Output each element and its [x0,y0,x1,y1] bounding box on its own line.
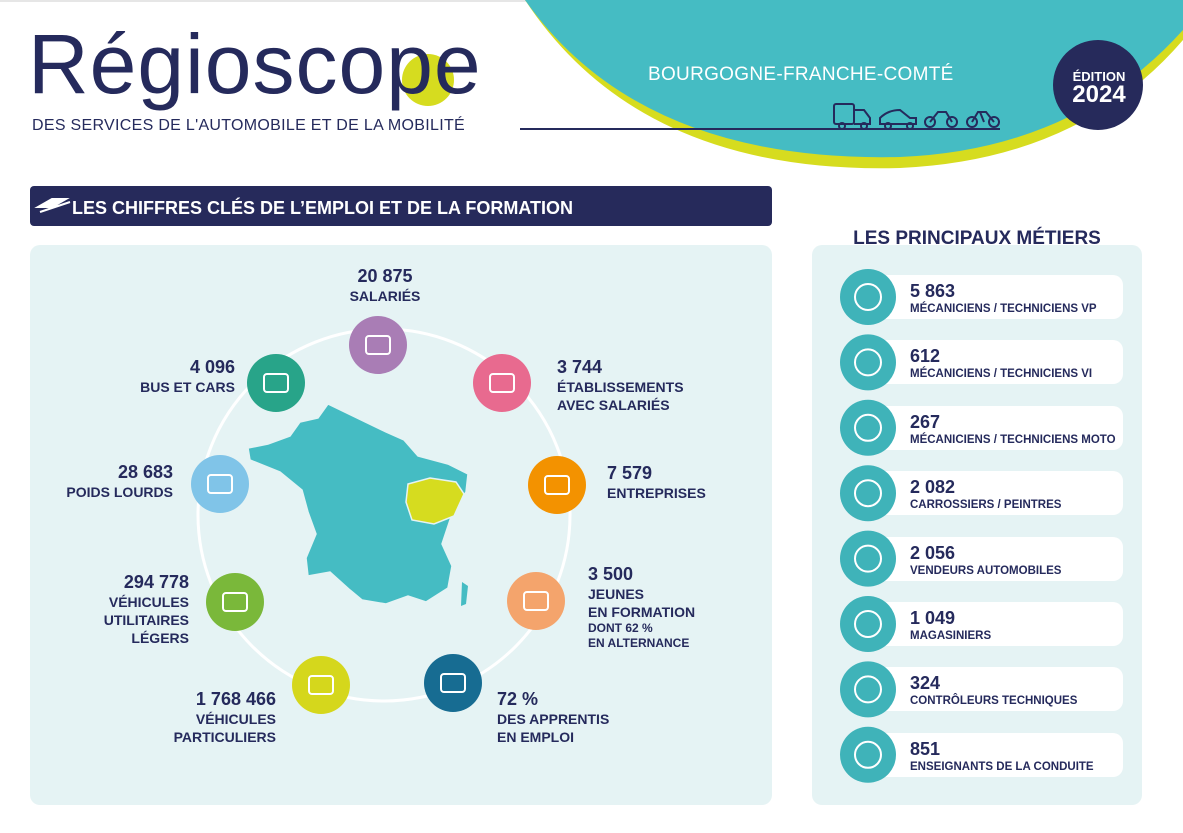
section-bar [30,186,772,226]
key-figure: 4 096 BUS ET CARS [140,357,235,396]
edition-label: ÉDITION [1072,69,1126,84]
edition-badge [1053,40,1143,130]
figure-value: 3 744 [557,357,603,377]
figure-label: POIDS LOURDS [66,484,173,500]
job-label: ENSEIGNANTS DE LA CONDUITE [910,760,1094,773]
figure-label: ÉTABLISSEMENTS [557,379,684,395]
figure-label: EN FORMATION [588,604,696,620]
job-label: MAGASINIERS [910,630,992,642]
figure-value: 7 579 [607,463,653,483]
figure-label: VÉHICULES [108,594,189,610]
job-label: VENDEURS AUTOMOBILES [910,564,1062,577]
job-label: MÉCANICIENS / TECHNICIENS VP [910,303,1097,315]
job-row [855,405,1123,450]
figure-label: ENTREPRISES [607,485,706,501]
job-value: 324 [910,673,941,694]
vehicle-icons [833,103,1000,130]
figure-label: AVEC SALARIÉS [557,397,670,413]
key-figure: 3 744 ÉTABLISSEMENTS AVEC SALARIÉS [557,357,684,414]
figure-label: DONT 62 % [588,621,653,635]
figure-value: 3 500 [588,564,634,584]
logo-title: Régioscope [28,17,482,111]
job-row [855,340,1123,385]
key-panel [30,245,772,805]
figure-label: UTILITAIRES [103,612,189,628]
key-figure: 20 875 SALARIÉS [285,266,485,305]
job-row [855,732,1123,777]
job-label: CARROSSIERS / PEINTRES [910,499,1062,512]
logo-dot [402,54,454,106]
job-value: 267 [910,411,941,432]
figure-label: BUS ET CARS [140,379,235,395]
figure-value: 4 096 [189,357,235,377]
figure-label: EN ALTERNANCE [588,636,690,650]
job-row [855,602,1123,646]
figure-label: EN EMPLOI [497,729,575,745]
job-value: 5 863 [910,281,956,301]
job-row [855,536,1123,581]
job-label: CONTRÔLEURS TECHNIQUES [910,695,1078,708]
jobs-panel [812,245,1142,805]
jobs-title: LES PRINCIPAUX MÉTIERS [853,228,1101,249]
key-figure: 294 778 VÉHICULES UTILITAIRES LÉGERS [104,572,189,647]
edition-year: 2024 [1072,81,1126,108]
figure-value: 28 683 [117,462,173,482]
job-row [855,667,1123,712]
subtitle: DES SERVICES DE L'AUTOMOBILE ET DE LA MO… [32,117,465,134]
job-label: MÉCANICIENS / TECHNICIENS VI [910,368,1093,381]
figure-value: 72 % [497,689,539,709]
job-row [855,275,1123,319]
figure-label: DES APPRENTIS [497,711,610,727]
section-title: LES CHIFFRES CLÉS DE L’EMPLOI ET DE LA F… [72,198,574,218]
figure-label: JEUNES [588,586,645,602]
header-arc [525,0,1183,158]
job-value: 851 [910,738,941,759]
key-figure: 28 683 POIDS LOURDS [66,462,173,501]
key-figure: 7 579 ENTREPRISES [607,463,706,502]
job-value: 2 056 [910,542,956,563]
figure-label: PARTICULIERS [173,729,276,745]
figure-label: SALARIÉS [349,288,421,304]
figure-value: 20 875 [357,266,413,286]
job-value: 612 [910,346,941,367]
job-value: 1 049 [910,608,956,628]
key-figure: 72 % DES APPRENTIS EN EMPLOI [497,689,609,746]
figure-value: 1 768 466 [195,689,276,709]
figure-value: 294 778 [123,572,189,592]
figure-label: LÉGERS [131,630,189,646]
key-figure: 1 768 466 VÉHICULES PARTICULIERS [174,689,276,746]
job-row [855,471,1123,516]
key-figure: 3 500 JEUNES EN FORMATION DONT 62 % EN ALTER… [588,564,695,651]
job-label: MÉCANICIENS / TECHNICIENS MOTO [910,433,1116,446]
region: BOURGOGNE-FRANCHE-COMTÉ [648,64,954,85]
job-value: 2 082 [910,477,956,498]
figure-label: VÉHICULES [195,711,276,727]
